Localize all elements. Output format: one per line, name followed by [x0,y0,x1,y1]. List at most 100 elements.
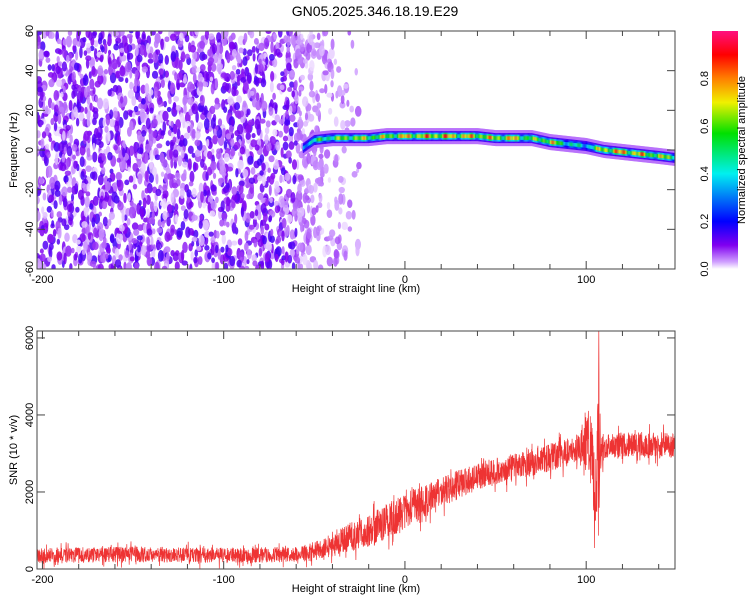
noise-blob [239,146,246,155]
ridge-segment [582,143,585,148]
noise-blob [146,244,152,253]
noise-blob [226,52,231,64]
noise-blob [270,136,276,145]
noise-blob [166,216,171,227]
noise-blob [274,205,280,214]
noise-blob [62,85,66,94]
noise-blob [245,125,251,134]
ridge-segment [446,134,449,138]
noise-blob [224,175,228,185]
x-axis-label: Height of straight line (km) [292,283,420,295]
noise-blob [54,189,61,197]
noise-blob [203,105,208,115]
noise-blob [85,165,92,172]
noise-blob [40,138,45,149]
noise-blob [140,162,146,173]
noise-blob [89,203,94,210]
noise-blob [245,148,250,158]
ridge-segment [449,134,452,138]
noise-blob [210,244,215,256]
ridge-segment [659,154,662,158]
noise-blob [268,155,275,163]
noise-blob [109,72,117,84]
noise-blob [244,66,250,77]
ridge-segment [517,136,520,140]
noise-blob [307,262,313,269]
noise-blob [126,218,131,226]
ridge-segment [338,136,340,140]
ridge-segment [381,134,384,139]
ridge-segment [330,136,333,140]
noise-blob [161,265,168,269]
ridge-segment [430,134,433,138]
noise-blob [258,247,263,257]
noise-blob [253,37,259,45]
noise-blob [260,260,265,269]
ridge-segment [456,134,459,138]
ridge-segment [324,137,327,141]
noise-blob [138,199,142,206]
noise-blob [56,211,63,218]
ridge-segment [520,136,522,140]
ridge-segment [446,134,448,138]
noise-blob [144,187,149,194]
noise-blob [92,87,96,95]
ridge-segment [480,134,483,139]
ridge-segment [501,136,503,140]
noise-blob [251,254,258,263]
ridge-segment [414,134,416,138]
noise-blob [202,219,210,231]
ridge-segment [595,146,598,151]
noise-blob [188,42,192,53]
ridge-segment [597,146,599,151]
noise-blob [61,218,67,227]
noise-blob [286,62,292,72]
noise-blob [122,101,126,108]
ridge-segment [422,134,425,138]
ridge-segment [467,134,470,138]
noise-blob [251,97,257,108]
y-axis-label-2: SNR (10 * v/v) [8,415,20,485]
ridge-segment [392,134,395,138]
x-tick-label: 0 [402,274,408,286]
noise-blob [180,205,186,211]
ridge-segment [311,139,314,144]
noise-blob [230,118,235,126]
noise-blob [129,69,133,79]
noise-blob [37,130,41,139]
x-tick-label: -100 [213,274,235,286]
noise-blob [252,217,257,228]
noise-blob [107,254,112,262]
noise-blob [214,97,220,105]
noise-blob [148,53,153,59]
noise-blob [298,90,302,97]
noise-blob [288,70,295,81]
noise-blob [156,95,162,106]
ridge-segment [388,134,391,138]
noise-blob [278,119,284,125]
ridge-segment [448,134,451,138]
noise-blob [46,152,51,158]
noise-blob [50,143,54,151]
ridge-segment [386,134,388,138]
ridge-segment [628,150,630,155]
noise-blob [42,107,49,114]
noise-blob [117,201,124,211]
ridge-segment [308,142,310,146]
noise-blob [227,96,234,105]
noise-blob [129,81,134,90]
noise-blob [314,42,321,49]
ridge-segment [482,134,484,139]
ridge-segment [397,134,399,138]
noise-blob [305,244,312,256]
noise-blob [341,221,348,231]
y-tick-label: 0 [24,147,36,153]
noise-blob [175,104,182,111]
noise-blob [316,32,321,41]
ridge-segment [341,136,344,140]
ridge-segment [438,134,441,138]
noise-blob [102,98,109,110]
noise-blob [333,116,339,127]
ridge-segment [376,135,378,140]
